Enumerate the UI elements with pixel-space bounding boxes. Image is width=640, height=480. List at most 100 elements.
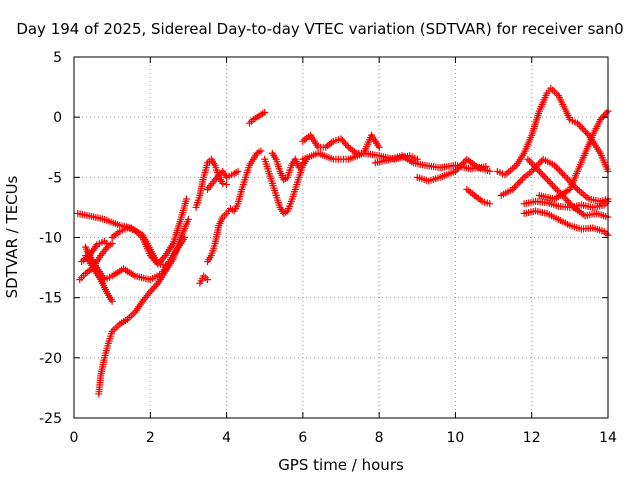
data-point-marker [375,143,383,151]
data-point-marker [535,167,543,175]
series-arc-19 [463,185,494,208]
data-point-marker [183,195,191,203]
data-point-marker [561,195,569,203]
data-point-marker [530,162,538,170]
y-tick-label: -25 [39,411,62,427]
data-point-marker [152,258,160,266]
data-point-marker [514,180,522,188]
data-point-marker [540,172,548,180]
data-point-marker [151,257,159,265]
data-point-marker [596,116,604,124]
data-point-marker [219,179,227,187]
series-arc-21 [497,155,612,205]
data-point-marker [568,202,576,210]
series-arc-23 [520,207,612,239]
data-point-marker [527,159,535,167]
data-point-marker [152,281,160,289]
data-point-marker [602,109,610,117]
y-tick-label: -5 [48,170,62,186]
x-tick-label: 12 [523,430,541,446]
data-point-marker [529,160,537,168]
series-arc-9 [196,272,211,287]
data-point-marker [456,162,464,170]
data-point-marker [184,215,192,223]
data-point-marker [534,166,542,174]
data-point-marker [223,181,231,189]
data-point-marker [528,167,536,175]
data-point-marker [148,253,156,261]
axis-ticks: 0 2 4 6 8 10 12 14 -25 -20 -15 -10 -5 0 5 [39,50,617,446]
data-point-marker [458,160,466,168]
y-tick-label: 5 [53,50,62,66]
data-point-marker [562,173,570,181]
data-point-marker [598,114,606,122]
data-point-marker [149,284,157,292]
data-point-marker [451,167,459,175]
data-point-marker [558,191,566,199]
grid-lines [74,57,608,418]
y-tick-label: -15 [39,291,62,307]
data-point-marker [213,174,221,182]
data-point-marker [545,178,553,186]
data-point-marker [575,121,583,129]
x-tick-label: 14 [599,430,617,446]
data-point-marker [580,126,588,134]
series-arc-14 [268,149,307,184]
data-point-marker [512,182,520,190]
data-point-marker [453,166,461,174]
data-point-marker [551,161,559,169]
data-point-marker [340,138,348,146]
data-point-marker [532,164,540,172]
data-point-marker [563,197,571,205]
data-point-marker [518,175,526,183]
data-point-marker [577,123,585,131]
data-point-marker [486,200,494,208]
series-arc-6 [95,215,192,398]
x-tick-label: 8 [375,430,384,446]
data-point-marker [214,172,222,180]
data-point-marker [554,165,562,173]
data-point-marker [559,170,567,178]
data-point-marker [560,193,568,201]
data-point-marker [542,174,550,182]
data-point-marker [151,283,159,291]
series-arc-7 [108,224,170,269]
series-arc-12 [245,108,269,127]
data-point-marker [413,155,421,163]
series-arc-22 [520,197,612,211]
data-point-marker [553,186,561,194]
data-point-marker [343,142,351,150]
data-point-marker [108,240,116,248]
x-tick-label: 4 [222,430,231,446]
data-point-marker [204,276,211,284]
data-point-marker [583,129,591,137]
data-point-marker [552,163,560,171]
x-tick-label: 10 [447,430,465,446]
data-point-marker [599,112,607,120]
data-point-marker [234,167,242,175]
y-tick-label: -20 [39,351,62,367]
x-tick-label: 2 [146,430,155,446]
data-point-marker [257,147,265,155]
data-point-marker [566,200,574,208]
x-axis-label: GPS time / hours [278,456,404,474]
data-point-marker [146,288,154,296]
series-arc-1 [74,195,191,268]
data-point-marker [552,185,560,193]
data-point-marker [544,176,552,184]
data-point-marker [510,184,518,192]
chart-title: Day 194 of 2025, Sidereal Day-to-day VTE… [16,20,624,38]
data-point-marker [557,190,565,198]
data-point-marker [536,159,544,167]
data-point-marker [556,166,564,174]
data-point-marker [455,164,463,172]
series-arc-10 [204,147,265,266]
data-point-marker [261,108,269,116]
data-point-marker [211,176,219,184]
data-point-marker [517,177,525,185]
x-tick-label: 6 [298,430,307,446]
y-axis-label: SDTVAR / TECUs [3,175,21,299]
series-arc-18 [413,155,494,185]
data-point-marker [146,252,154,260]
